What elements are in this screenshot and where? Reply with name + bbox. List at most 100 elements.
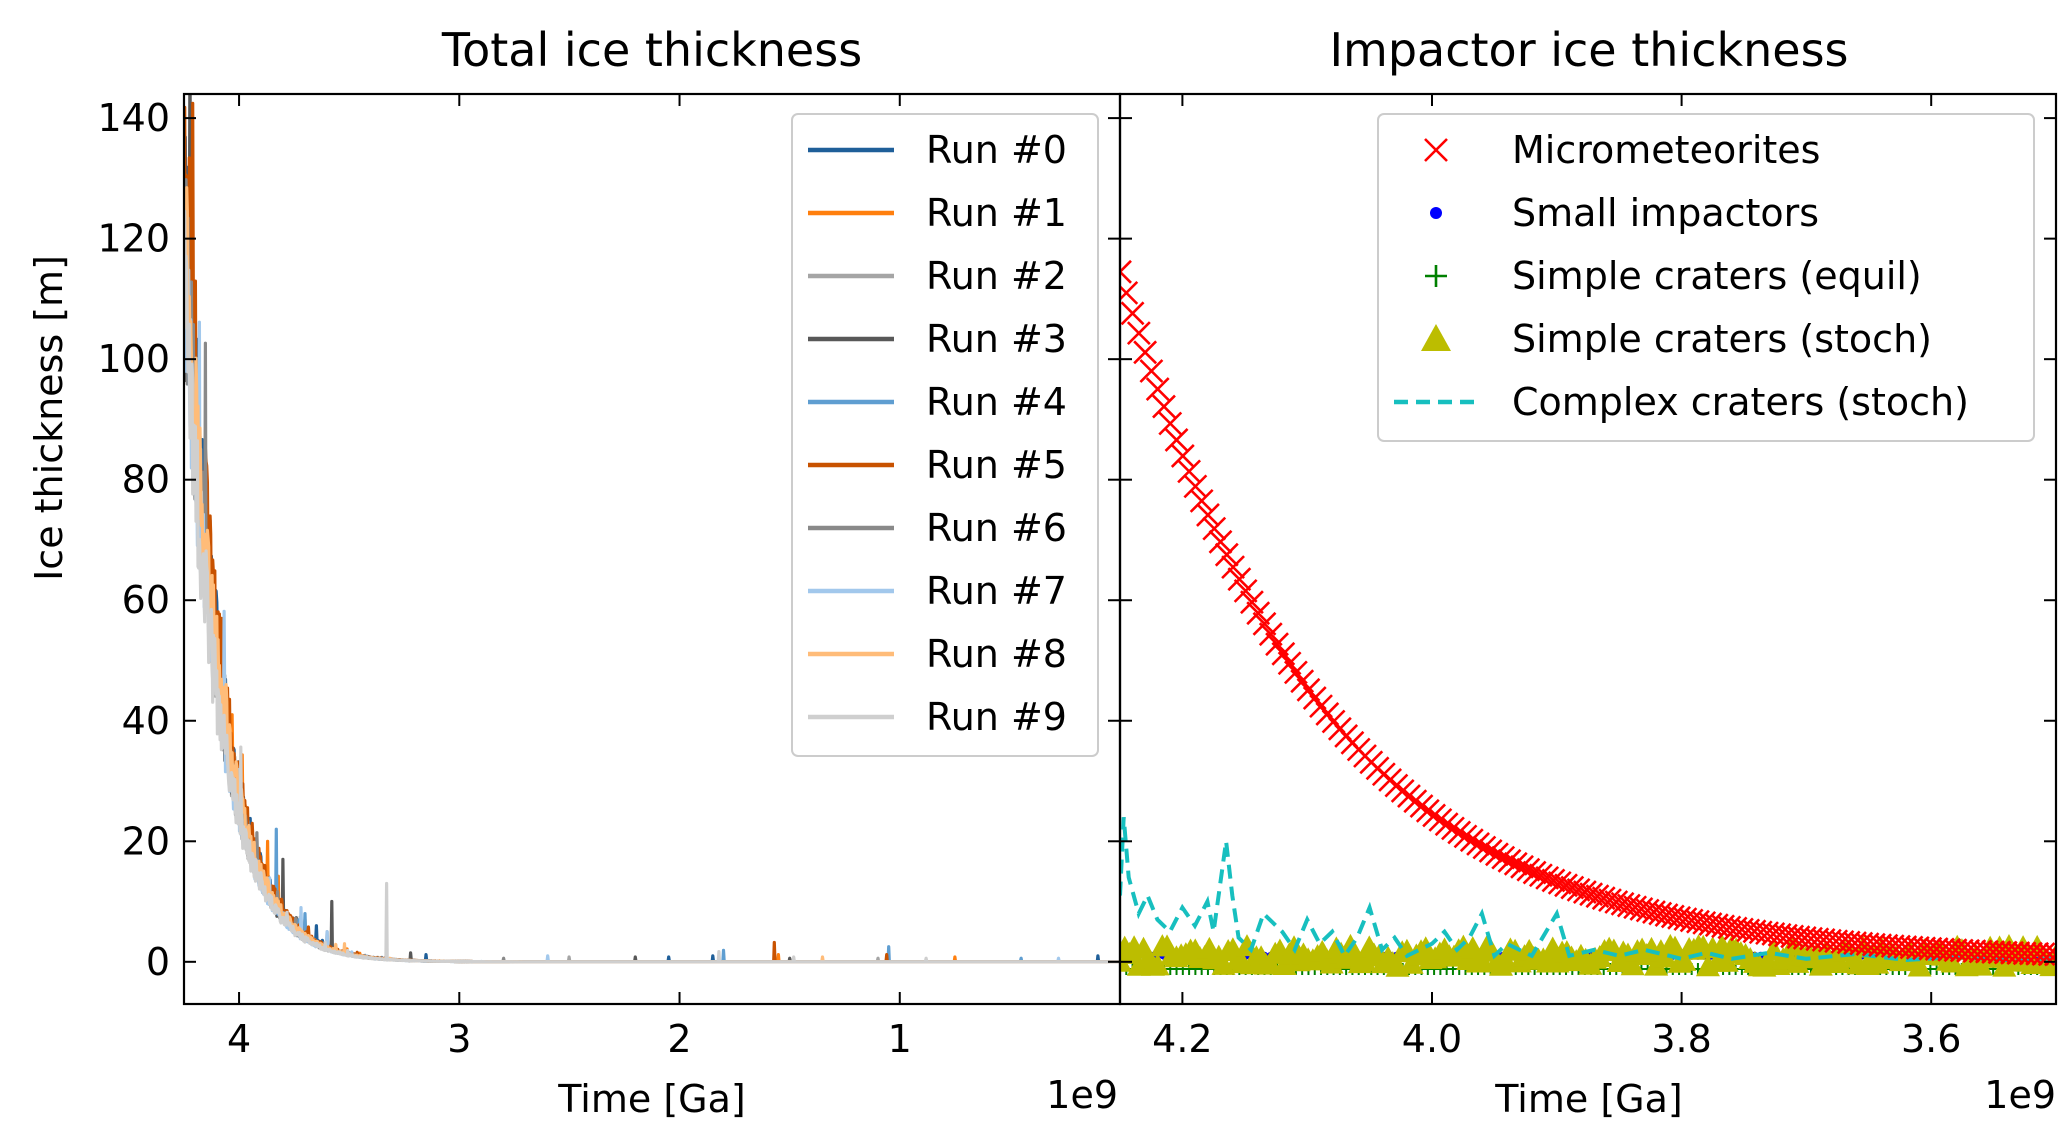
marker-x	[1164, 428, 1189, 452]
marker-x	[1503, 851, 1528, 876]
legend-label-run-7: Run #7	[926, 569, 1067, 613]
marker-x	[1541, 868, 1566, 893]
legend-label-run-8: Run #8	[926, 632, 1067, 676]
marker-x	[2037, 942, 2056, 967]
marker-x	[1133, 340, 1158, 365]
legend-swatch-simple-craters-stoch	[1421, 324, 1451, 351]
right-chart-title: Impactor ice thickness	[1329, 23, 1848, 77]
right-x-axis-label: Time [Ga]	[1494, 1077, 1682, 1121]
marker-x	[1478, 839, 1503, 863]
marker-x	[1177, 459, 1202, 484]
left-x-tick-label: 2	[667, 1017, 691, 1061]
right-series-group	[1120, 259, 2056, 977]
marker-x	[1126, 321, 1151, 346]
marker-triangle	[1714, 949, 1739, 972]
marker-x	[1491, 845, 1516, 870]
marker-x	[1233, 578, 1258, 603]
marker-x	[1158, 411, 1183, 436]
y-tick-label: 40	[122, 699, 170, 743]
legend-label-run-3: Run #3	[926, 317, 1067, 361]
marker-x	[1472, 835, 1497, 860]
marker-x	[1566, 877, 1591, 902]
left-x-axis-label: Time [Ga]	[557, 1077, 745, 1121]
legend-label-simple-craters-stoch: Simple craters (stoch)	[1512, 317, 1932, 361]
y-tick-label: 20	[122, 819, 170, 863]
marker-x	[1170, 443, 1195, 468]
marker-x	[1497, 848, 1522, 873]
marker-x	[1183, 474, 1208, 499]
marker-x	[1240, 590, 1264, 615]
marker-x	[1535, 865, 1560, 890]
marker-x	[1221, 555, 1245, 580]
marker-x	[1246, 601, 1271, 626]
marker-x	[1189, 488, 1214, 513]
left-series-group	[184, 94, 1120, 964]
marker-triangle	[1145, 953, 1170, 976]
legend-swatch-micrometeorites	[1424, 138, 1448, 162]
marker-triangle	[1672, 948, 1697, 971]
marker-x	[1434, 812, 1459, 837]
marker-x	[1447, 820, 1472, 845]
y-tick-label: 60	[122, 578, 170, 622]
marker-x	[1547, 870, 1572, 895]
marker-x	[1510, 854, 1534, 879]
marker-x	[1227, 567, 1252, 592]
legend-label-run-5: Run #5	[926, 443, 1067, 487]
legend-swatch-small-impactors	[1430, 207, 1442, 219]
legend-label-run-6: Run #6	[926, 506, 1067, 550]
legend-label-run-0: Run #0	[926, 128, 1067, 172]
y-tick-label: 0	[146, 940, 170, 984]
legend-label-run-9: Run #9	[926, 695, 1067, 739]
right-legend-box	[1377, 113, 2035, 442]
series-line-run-9	[184, 209, 1120, 964]
y-tick-label: 80	[122, 458, 170, 502]
marker-x	[1208, 529, 1233, 554]
marker-x	[1579, 882, 1604, 907]
marker-x	[1522, 860, 1547, 885]
marker-x	[1459, 828, 1484, 853]
marker-x	[1120, 280, 1139, 305]
right-x-tick-label: 4.2	[1152, 1017, 1212, 1061]
marker-x	[1139, 359, 1164, 383]
marker-x	[1428, 807, 1453, 832]
legend-label-run-1: Run #1	[926, 191, 1067, 235]
legend-label-simple-craters-equil: Simple craters (equil)	[1512, 254, 1922, 298]
legend-label-small-impactors: Small impactors	[1512, 191, 1819, 235]
left-chart-title: Total ice thickness	[441, 23, 862, 77]
right-x-tick-label: 4.0	[1402, 1017, 1462, 1061]
legend-swatch-simple-craters-equil	[1425, 265, 1447, 287]
left-x-offset-label: 1e9	[1046, 1073, 1118, 1117]
right-x-tick-label: 3.8	[1651, 1017, 1711, 1061]
legend-label-micrometeorites: Micrometeorites	[1512, 128, 1820, 172]
marker-triangle	[1234, 934, 1259, 957]
legend-label-run-4: Run #4	[926, 380, 1067, 424]
legend-label-complex-craters-stoch: Complex craters (stoch)	[1512, 380, 1969, 424]
right-plot-area: 4.2 4.0 3.8 3.6 Micrometeorites Small impacto…	[1118, 92, 2058, 1061]
marker-x	[1453, 824, 1478, 849]
y-tick-label: 120	[97, 217, 170, 261]
right-axes-frame	[1118, 92, 2058, 1006]
marker-x	[1202, 516, 1227, 541]
marker-x	[1120, 301, 1145, 326]
marker-x	[1466, 831, 1490, 856]
left-x-tick-label: 4	[227, 1017, 251, 1061]
y-axis-label: Ice thickness [m]	[27, 255, 71, 581]
right-x-tick-label: 3.6	[1901, 1017, 1961, 1061]
marker-x	[1554, 873, 1578, 898]
left-x-tick-label: 3	[447, 1017, 471, 1061]
marker-triangle	[1907, 954, 1932, 977]
marker-x	[1152, 394, 1176, 419]
marker-x	[1145, 377, 1170, 401]
right-x-offset-label: 1e9	[1984, 1073, 2056, 1117]
marker-x	[1252, 611, 1277, 636]
series-complex-craters-stoch	[1120, 817, 2056, 963]
marker-x	[1528, 863, 1553, 888]
y-tick-label: 140	[97, 96, 170, 140]
marker-x	[1516, 857, 1541, 882]
legend-label-run-2: Run #2	[926, 254, 1067, 298]
series-micrometeorites	[1120, 259, 2056, 967]
marker-x	[1441, 816, 1465, 841]
marker-triangle	[1211, 952, 1236, 975]
marker-x	[1120, 259, 1132, 284]
marker-x	[1214, 542, 1239, 567]
